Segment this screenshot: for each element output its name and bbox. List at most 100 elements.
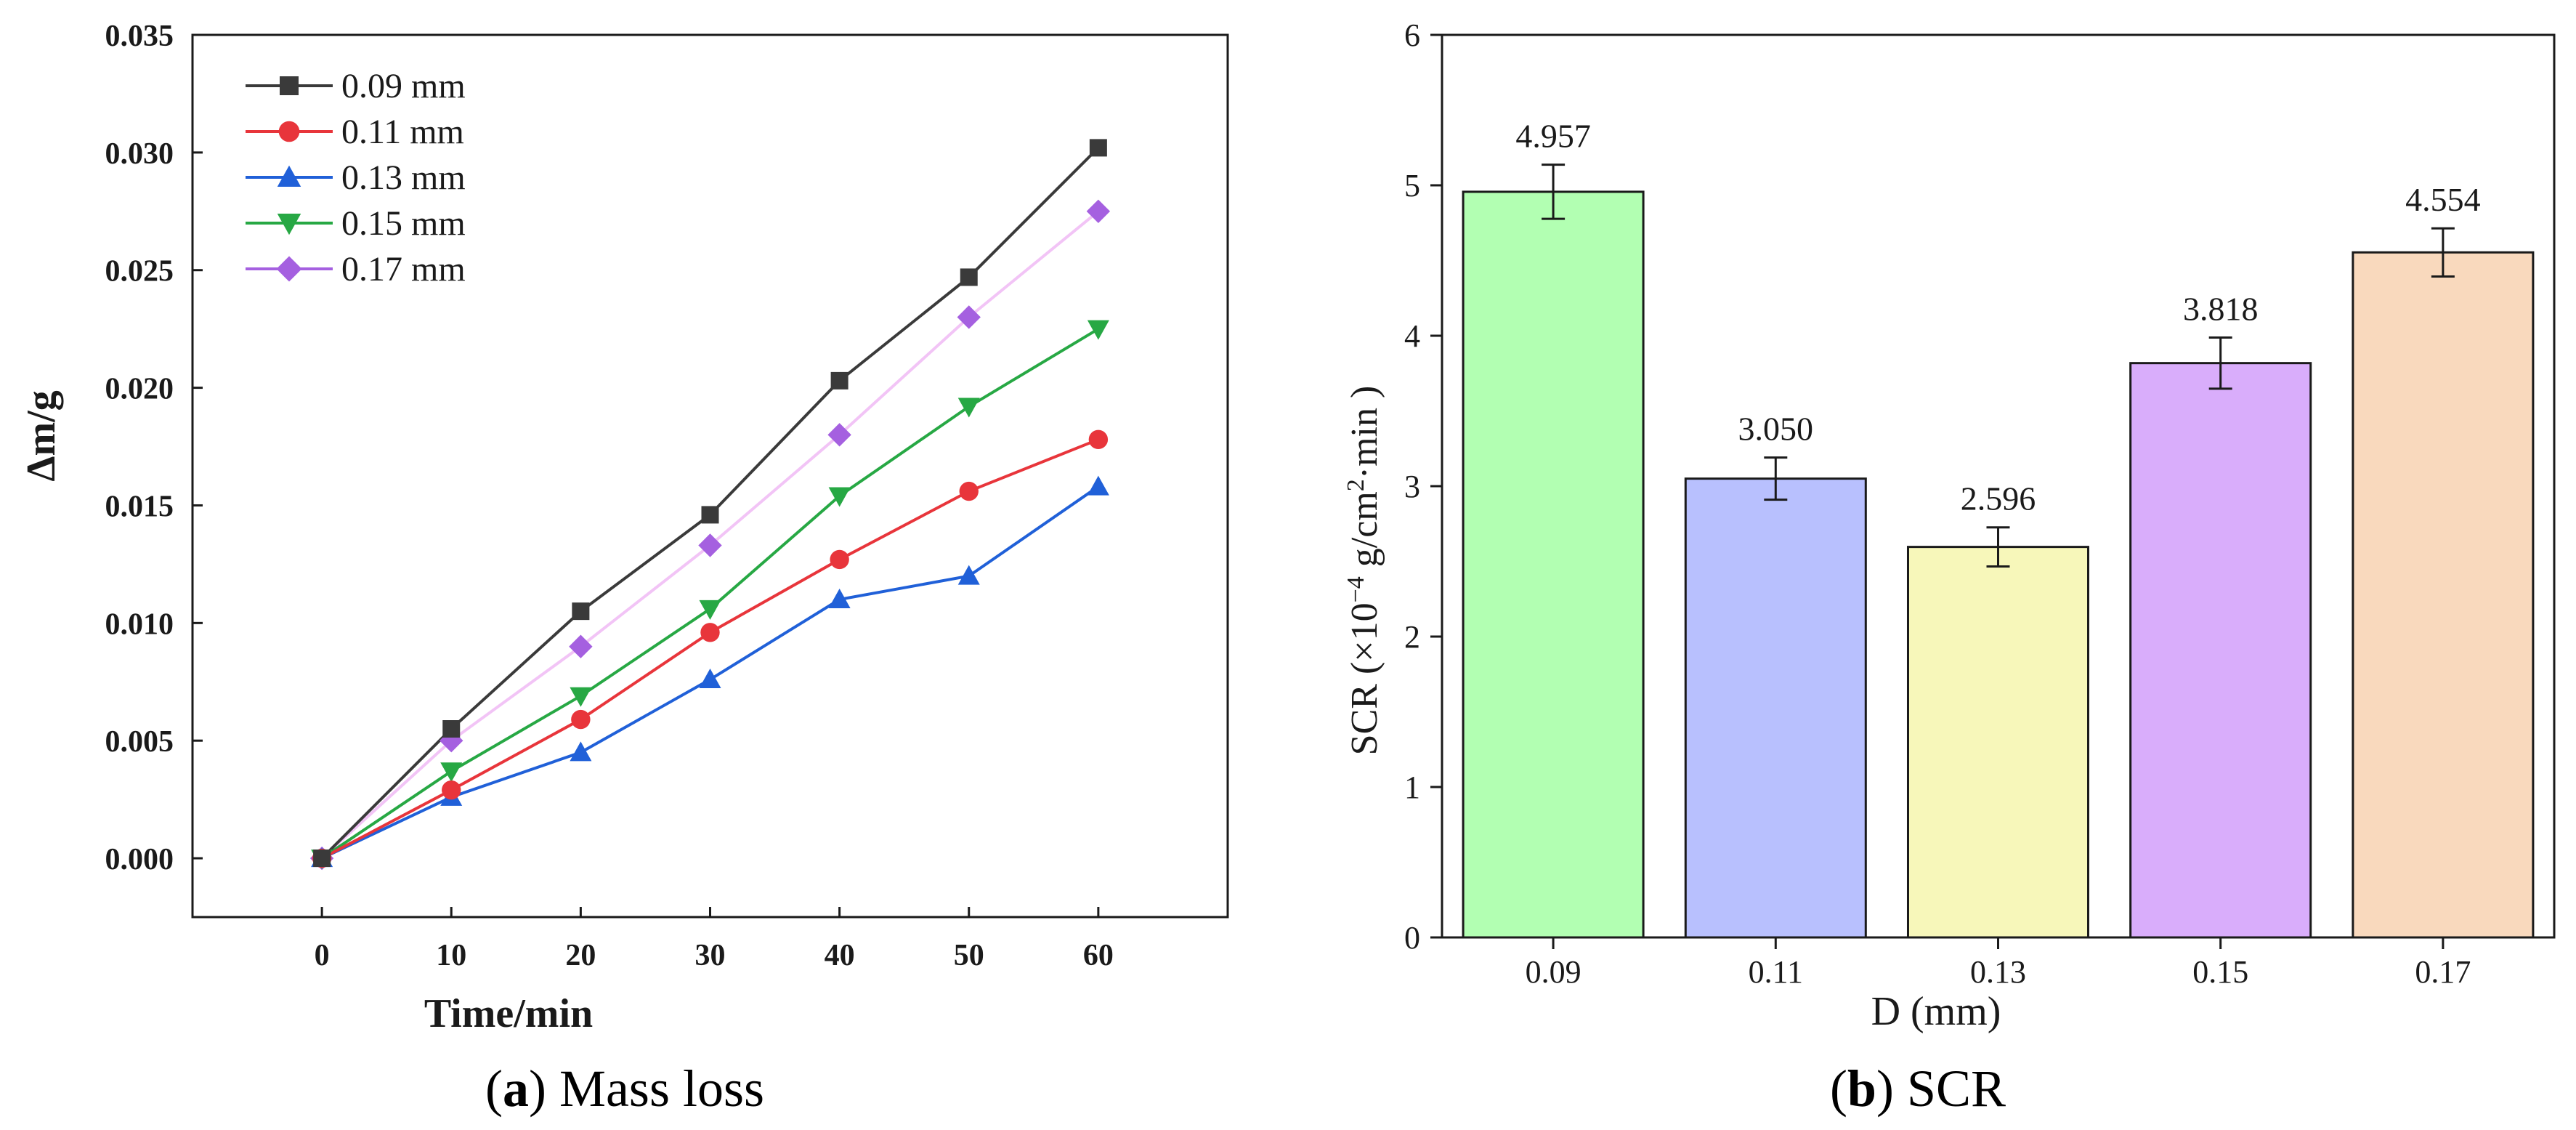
y-axis-label: Δm/g — [19, 390, 64, 481]
bar-0.11 — [1684, 477, 1867, 939]
data-point — [827, 423, 851, 447]
y-label-sup-1: −4 — [1342, 576, 1369, 602]
y-axis-label: SCR (×10−4 g/cm2·min ) — [1342, 386, 1386, 756]
y-label-part-1: SCR (×10 — [1344, 602, 1385, 755]
x-tick-label: 0.11 — [1749, 954, 1803, 990]
y-tick-label: 0.020 — [105, 373, 174, 406]
legend-label: 0.15 mm — [341, 204, 466, 243]
data-point — [701, 506, 719, 524]
legend-marker — [278, 121, 300, 142]
y-tick-label: 0.005 — [105, 725, 174, 759]
legend-label: 0.17 mm — [341, 250, 466, 288]
y-tick-label: 2 — [1404, 619, 1420, 655]
data-point — [569, 634, 593, 658]
axis-ticks — [1430, 33, 2445, 949]
x-tick-label: 60 — [1083, 939, 1114, 972]
caption-text: SCR — [1894, 1060, 2006, 1118]
x-tick-labels: 0 10 20 30 40 50 60 — [315, 939, 1114, 972]
x-tick-label: 0 — [315, 939, 330, 972]
x-tick-labels: 0.09 0.11 0.13 0.15 0.17 — [1526, 954, 2471, 990]
series-line-015 — [321, 327, 1099, 860]
data-point — [1087, 475, 1109, 496]
data-point — [960, 268, 978, 286]
data-point — [698, 533, 722, 557]
bar-value-label: 2.596 — [1961, 480, 2036, 517]
y-tick-label: 1 — [1404, 770, 1420, 805]
legend-marker — [277, 165, 301, 187]
data-point — [571, 709, 591, 730]
y-tick-labels: 0.000 0.005 0.010 0.015 0.020 0.025 0.030 0.035 — [105, 20, 174, 876]
y-tick-label: 0.025 — [105, 255, 174, 288]
caption-letter: a — [503, 1060, 529, 1118]
data-point — [440, 762, 463, 783]
data-point — [700, 623, 720, 642]
x-axis-label: Time/min — [424, 991, 593, 1036]
y-tick-labels: 0 1 2 3 4 5 6 — [1404, 17, 1420, 956]
y-tick-label: 5 — [1404, 168, 1420, 203]
x-tick-label: 0.17 — [2415, 954, 2471, 990]
x-tick-label: 0.13 — [1970, 954, 2026, 990]
bar-value-labels: 4.957 3.050 2.596 3.818 4.554 — [1515, 118, 2480, 517]
data-point — [1086, 199, 1111, 223]
bar-0.13 — [1906, 546, 2090, 939]
y-label-part-3: ·min ) — [1344, 386, 1385, 480]
x-tick-label: 30 — [695, 939, 726, 972]
data-point — [957, 397, 980, 418]
y-tick-label: 0.000 — [105, 843, 174, 876]
data-point — [572, 602, 590, 621]
data-point — [828, 487, 851, 507]
x-tick-label: 40 — [825, 939, 855, 972]
legend-label: 0.09 mm — [341, 67, 466, 105]
bar-0.15 — [2129, 362, 2312, 939]
data-point — [570, 741, 592, 762]
data-point — [570, 687, 592, 707]
y-tick-label: 0 — [1404, 920, 1420, 956]
axis-ticks — [193, 33, 1100, 917]
data-point — [1087, 320, 1109, 340]
bar-0.17 — [2352, 251, 2535, 939]
panel-caption-b: (b) SCR — [1830, 1060, 2006, 1118]
y-label-sup-2: 2 — [1342, 479, 1369, 491]
data-point — [1088, 429, 1109, 450]
x-tick-label: 0.09 — [1526, 954, 1581, 990]
bar-value-label: 3.818 — [2183, 290, 2259, 327]
legend-marker — [280, 76, 299, 95]
data-point — [442, 780, 461, 800]
y-label-part-2: g/cm — [1344, 491, 1385, 576]
y-tick-label: 0.030 — [105, 137, 174, 171]
x-tick-label: 50 — [954, 939, 984, 972]
panel-caption-a: (a) Mass loss — [485, 1060, 764, 1118]
data-point — [957, 565, 980, 585]
data-point — [830, 549, 849, 570]
y-tick-label: 0.035 — [105, 20, 174, 53]
bar-0.09 — [1462, 190, 1645, 939]
x-tick-label: 0.15 — [2192, 954, 2248, 990]
legend: 0.09 mm 0.11 mm 0.13 mm 0.15 mm 0.17 mm — [246, 67, 466, 288]
data-point — [1089, 139, 1107, 157]
y-tick-label: 6 — [1404, 17, 1420, 53]
caption-letter: b — [1847, 1060, 1876, 1118]
data-point — [699, 669, 721, 689]
y-tick-label: 0.010 — [105, 608, 174, 641]
bar-value-label: 3.050 — [1738, 411, 1814, 448]
y-tick-label: 0.015 — [105, 490, 174, 523]
x-tick-label: 20 — [565, 939, 596, 972]
bars — [1462, 190, 2535, 939]
legend-label: 0.11 mm — [341, 113, 464, 151]
y-tick-label: 3 — [1404, 469, 1420, 504]
x-axis-label: D (mm) — [1871, 989, 2001, 1034]
y-tick-label: 4 — [1404, 318, 1420, 354]
series-markers — [309, 139, 1111, 871]
data-point — [699, 600, 721, 620]
data-point — [313, 849, 331, 868]
legend-marker — [277, 214, 301, 235]
data-point — [959, 481, 979, 501]
plot-frame — [1441, 33, 2556, 939]
data-point — [957, 305, 981, 329]
line-chart-mass-loss: 0.000 0.005 0.010 0.015 0.020 0.025 0.030 0.035… — [19, 20, 1229, 1118]
error-bars — [1542, 164, 2455, 568]
bar-value-label: 4.957 — [1515, 118, 1591, 155]
data-point — [830, 371, 848, 390]
